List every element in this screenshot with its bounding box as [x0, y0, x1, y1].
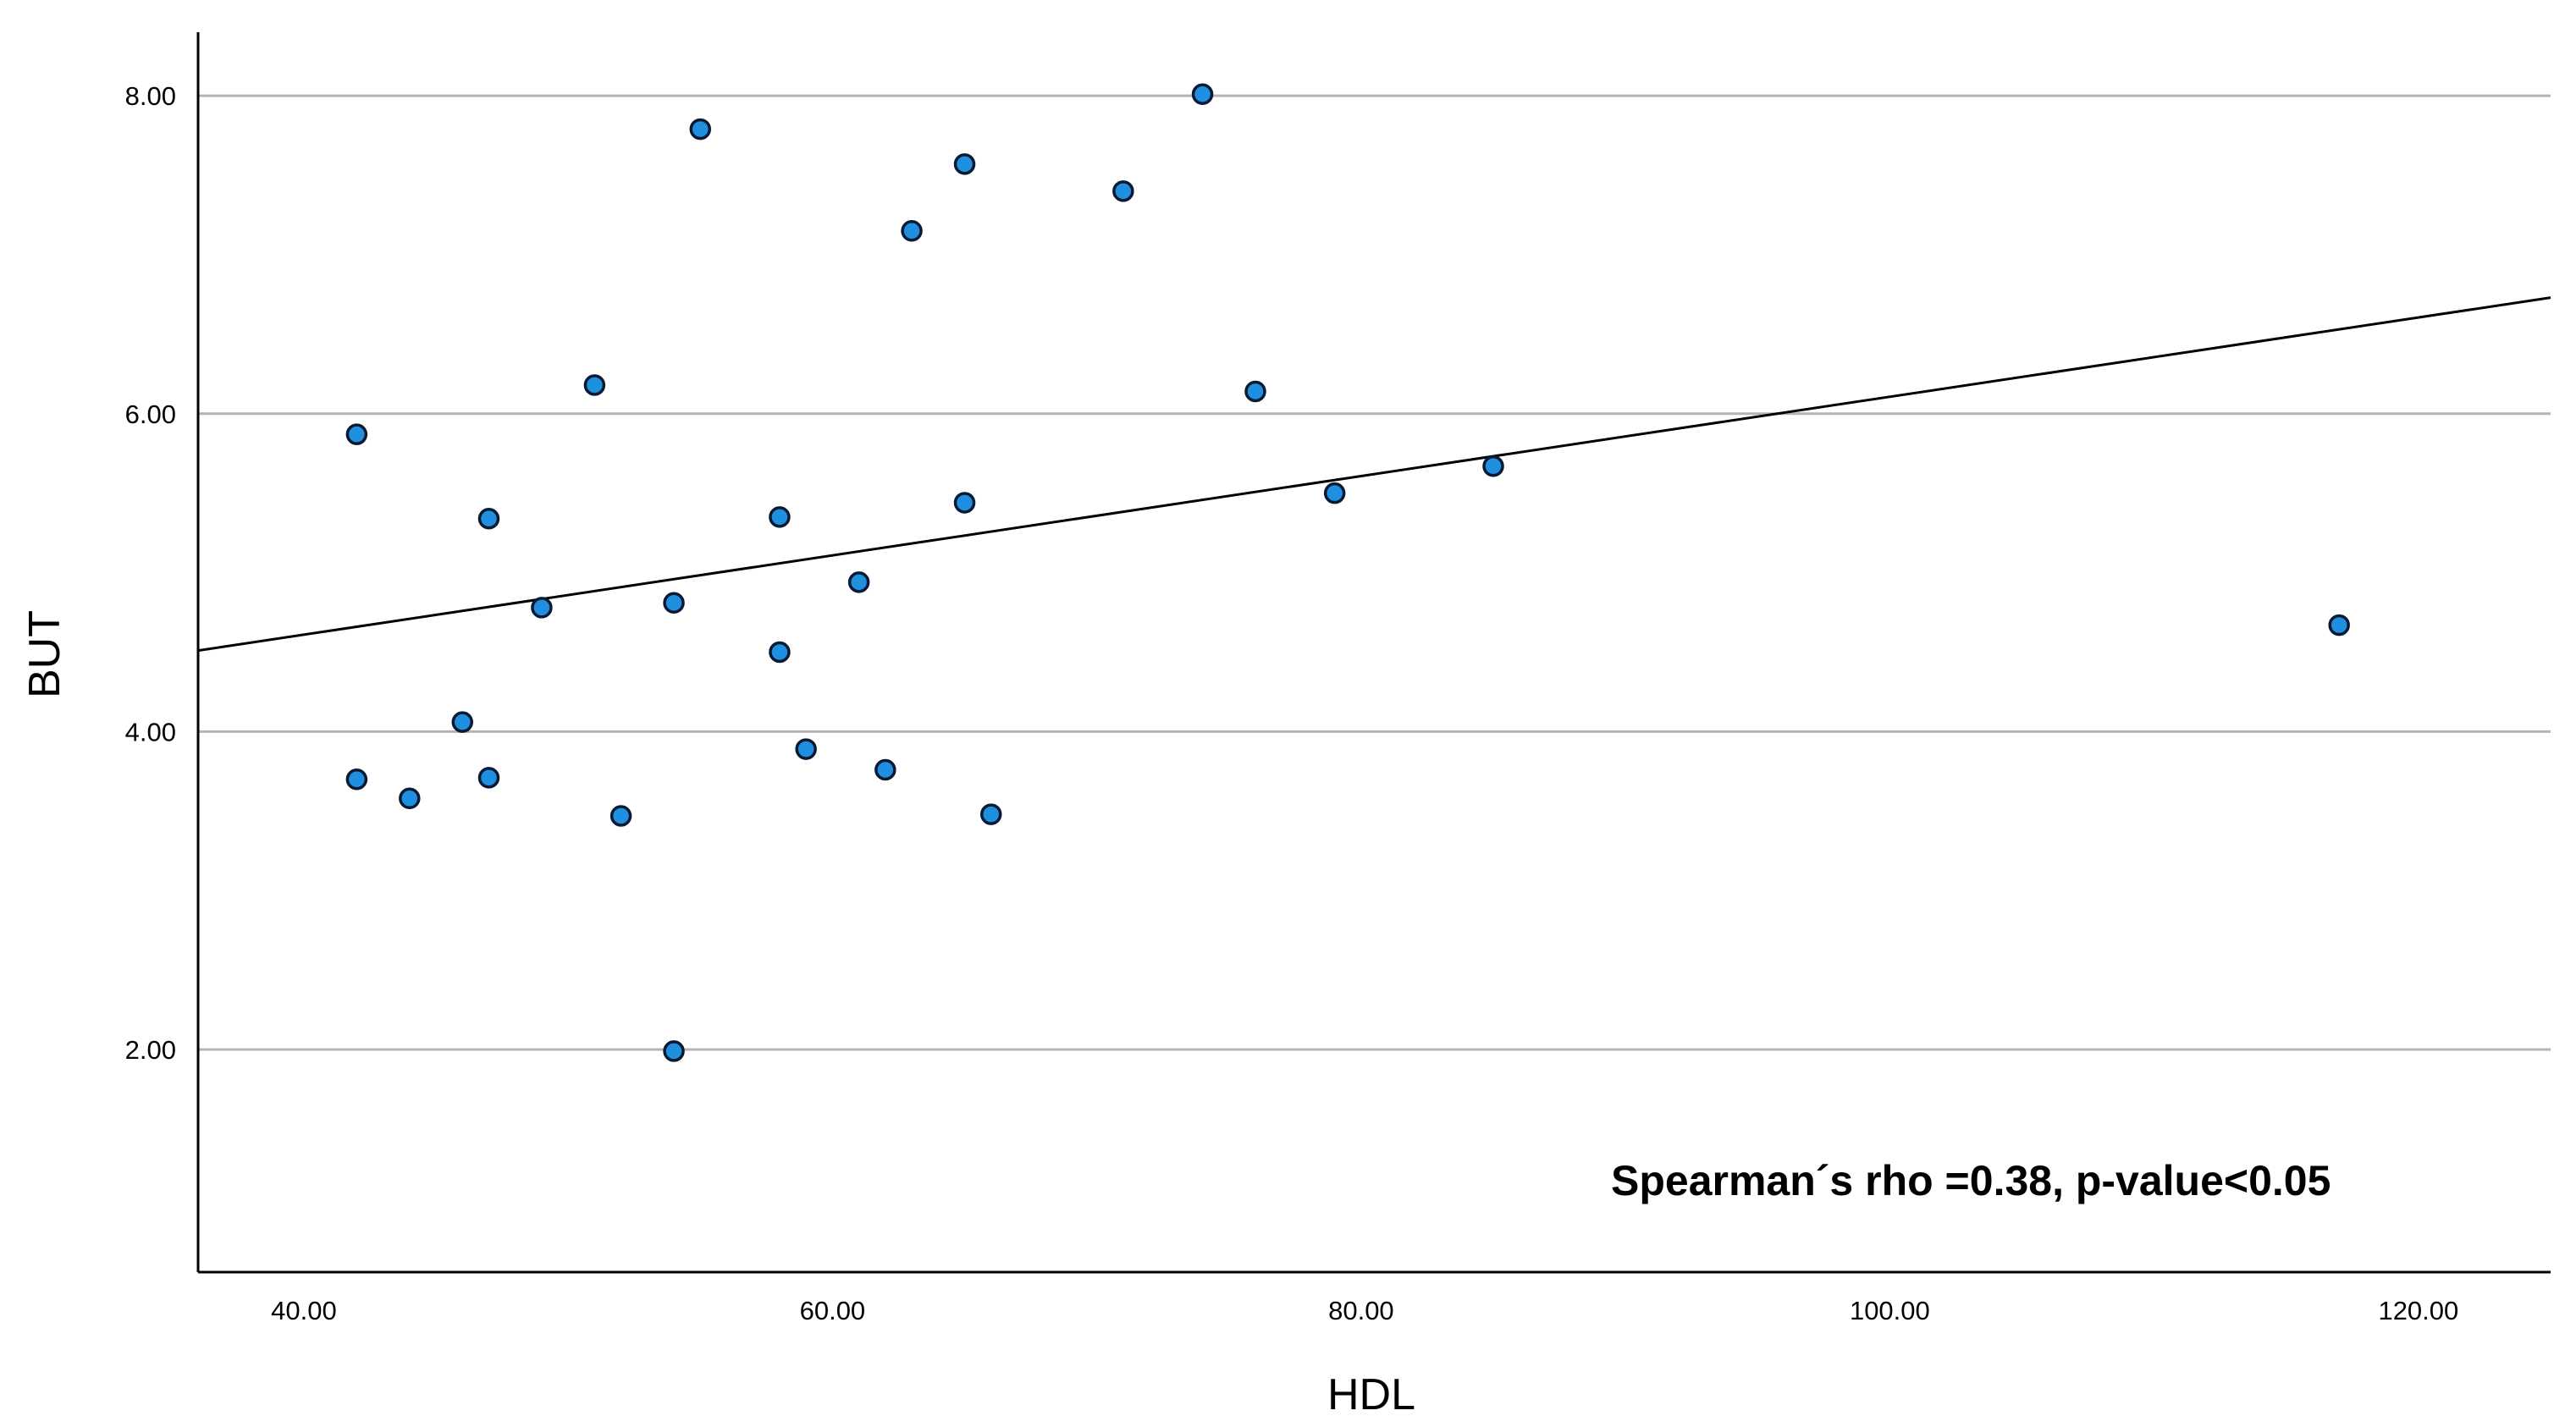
data-point: [477, 507, 500, 530]
data-point: [1191, 83, 1214, 105]
data-point: [345, 423, 368, 445]
data-point: [345, 769, 368, 791]
data-point: [2328, 614, 2350, 636]
data-point: [769, 506, 791, 528]
x-axis-title: HDL: [1327, 1370, 1415, 1419]
data-point: [610, 805, 632, 827]
data-point: [663, 592, 685, 614]
data-point: [1482, 455, 1504, 477]
gridlines: [198, 94, 2551, 1051]
y-tick-label: 8.00: [125, 81, 176, 111]
data-point: [953, 153, 976, 175]
data-point: [689, 118, 712, 140]
data-point: [769, 641, 791, 664]
spearman-annotation: Spearman´s rho =0.38, p-value<0.05: [1611, 1157, 2331, 1204]
data-point: [451, 711, 473, 733]
data-point: [1112, 180, 1134, 202]
data-point: [583, 374, 606, 396]
fit-line-group: [197, 296, 2551, 653]
data-point: [795, 738, 817, 760]
data-point: [1323, 482, 1346, 504]
y-axis-title: BUT: [20, 610, 69, 698]
data-point: [874, 758, 896, 781]
data-point: [531, 597, 553, 619]
y-tick-label: 2.00: [125, 1035, 176, 1065]
data-point: [901, 220, 923, 242]
data-point: [979, 803, 1002, 825]
tick-labels: 2.00 4.00 6.00 8.00 40.00 60.00 80.00 100.00 120…: [125, 81, 2459, 1325]
y-tick-label: 6.00: [125, 399, 176, 429]
x-tick-label: 120.00: [2378, 1296, 2458, 1325]
x-tick-label: 60.00: [800, 1296, 866, 1325]
x-tick-label: 80.00: [1328, 1296, 1394, 1325]
data-point: [953, 492, 976, 514]
axes: [196, 32, 2551, 1274]
x-tick-label: 100.00: [1850, 1296, 1930, 1325]
fit-line: [197, 296, 2551, 653]
data-point: [399, 787, 421, 810]
data-point: [477, 767, 500, 789]
data-point: [1244, 380, 1266, 403]
data-point: [663, 1040, 685, 1062]
data-point: [847, 571, 870, 593]
data-points: [345, 83, 2350, 1062]
y-tick-label: 4.00: [125, 717, 176, 747]
x-tick-label: 40.00: [271, 1296, 337, 1325]
